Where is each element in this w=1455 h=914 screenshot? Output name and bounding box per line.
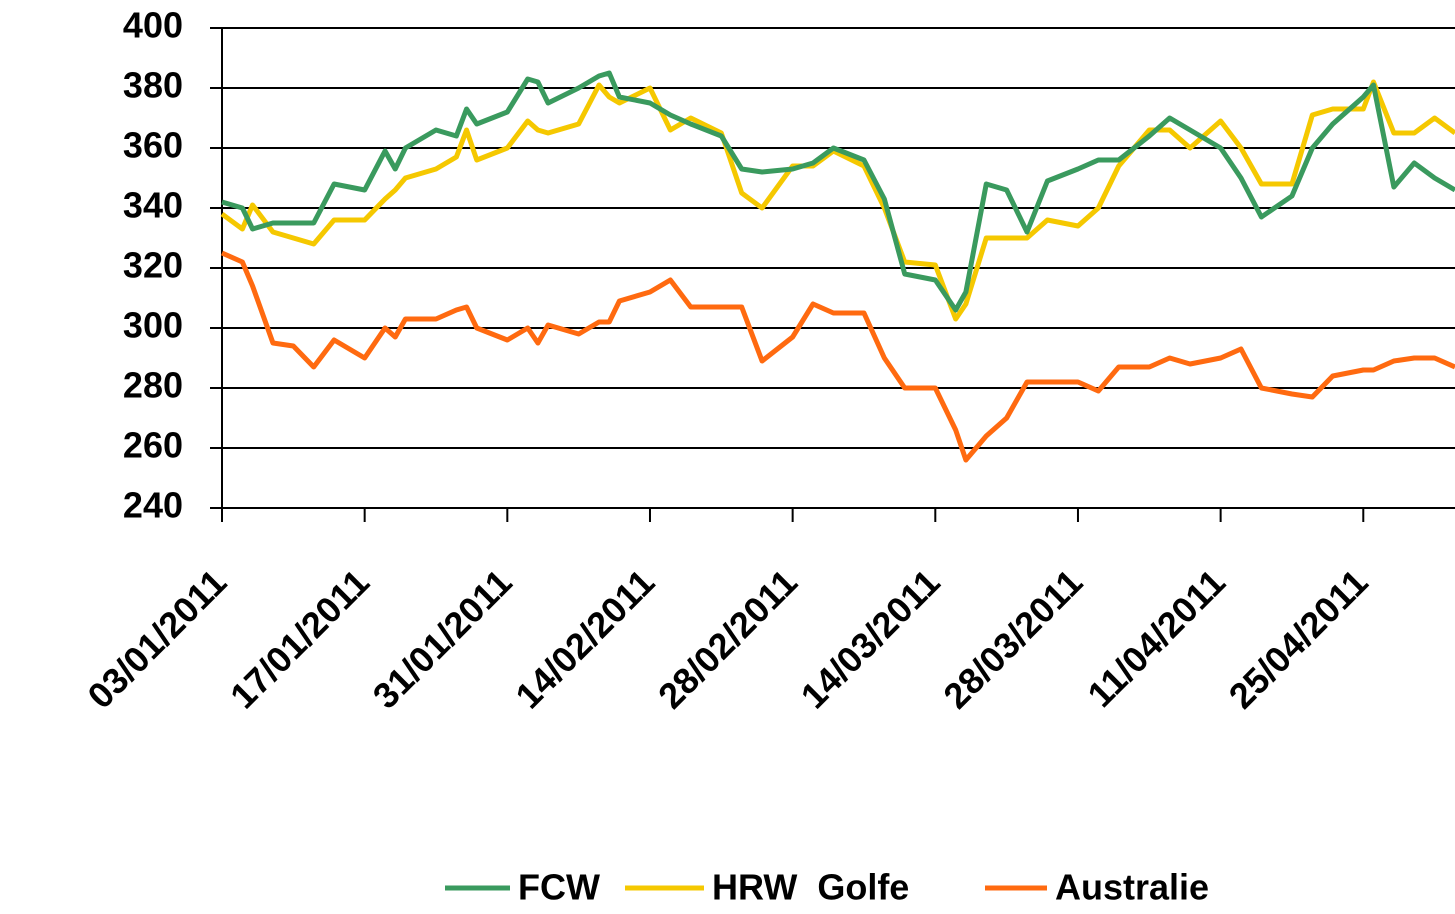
series-line [220,79,1455,322]
y-tick-label: 320 [123,245,183,286]
legend-label: HRW Golfe [712,867,909,908]
x-tick-label: 03/01/2011 [79,561,234,716]
y-tick-label: 260 [123,425,183,466]
x-tick-label: 28/03/2011 [935,561,1090,716]
x-tick-label: 14/02/2011 [507,561,662,716]
legend-label: Australie [1055,867,1209,908]
x-tick-label: 31/01/2011 [365,561,520,716]
y-tick-label: 380 [123,65,183,106]
y-tick-label: 240 [123,485,183,526]
y-tick-label: 280 [123,365,183,406]
legend-label: FCW [518,867,600,908]
y-tick-label: 300 [123,305,183,346]
x-tick-label: 11/04/2011 [1079,561,1233,715]
x-tick-label: 14/03/2011 [793,561,948,716]
x-tick-label: 25/04/2011 [1221,561,1376,716]
x-tick-label: 17/01/2011 [222,561,377,716]
series-line [221,70,1455,313]
series-line [220,250,1455,463]
y-tick-label: 400 [123,5,183,46]
y-tick-label: 340 [123,185,183,226]
y-tick-label: 360 [123,125,183,166]
x-tick-label: 28/02/2011 [650,561,805,716]
